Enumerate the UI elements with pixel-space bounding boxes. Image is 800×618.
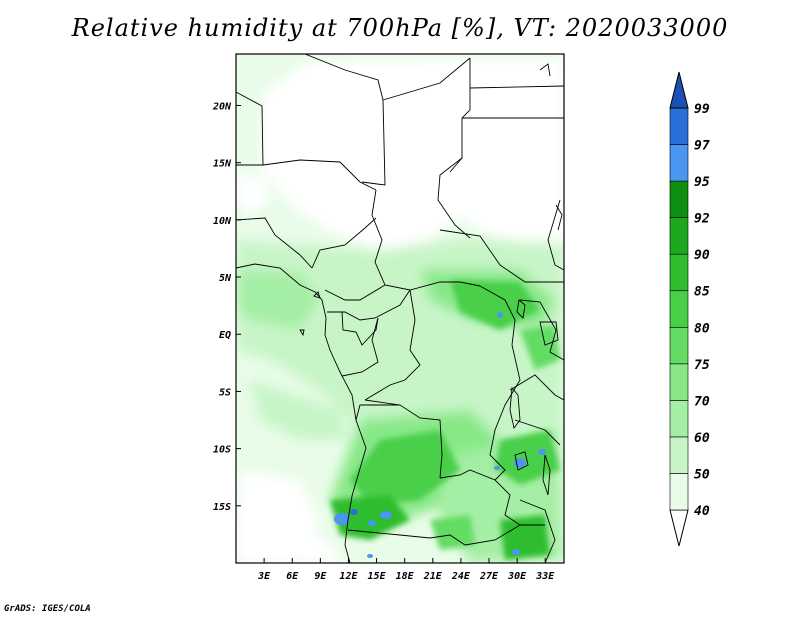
colorbar-label: 70	[694, 394, 710, 409]
colorbar-bin	[669, 436, 689, 474]
colorbar-label: 99	[694, 102, 710, 117]
lat-tick-label: 5S	[219, 387, 231, 398]
colorbar-label: 95	[694, 175, 710, 190]
credit-label: GrADS: IGES/COLA	[4, 604, 91, 614]
colorbar-bin	[669, 217, 689, 255]
latitude-ticks: 20N 15N 10N 5N EQ 5S 10S 15S	[212, 101, 241, 513]
lon-tick-label: 30E	[507, 571, 527, 582]
lat-tick-label: 5N	[219, 273, 232, 284]
colorbar-bin	[669, 144, 689, 182]
colorbar-label: 60	[694, 431, 710, 446]
lon-tick-label: 27E	[479, 571, 499, 582]
lat-tick-label: 20N	[212, 101, 232, 112]
colorbar-label: 80	[694, 321, 710, 336]
colorbar-bin	[669, 363, 689, 401]
colorbar-bin	[669, 107, 689, 145]
lon-tick-label: 15E	[368, 571, 387, 582]
lon-tick-label: 33E	[535, 571, 555, 582]
lat-tick-label: 15S	[213, 502, 231, 513]
colorbar-label: 90	[694, 248, 710, 263]
lon-tick-label: 6E	[286, 571, 299, 582]
country-borders	[236, 54, 564, 563]
colorbar-label: 85	[694, 285, 710, 300]
colorbar-lower-arrow	[669, 509, 689, 547]
colorbar-bin	[669, 400, 689, 438]
map-title: Relative humidity at 700hPa [%], VT: 202…	[71, 14, 729, 42]
map-frame	[235, 53, 565, 564]
colorbar-bin	[669, 180, 689, 218]
colorbar-label: 50	[694, 467, 710, 482]
lat-tick-label: 10S	[213, 445, 231, 456]
lat-tick-label: 15N	[213, 159, 232, 170]
colorbar-bin	[669, 253, 689, 292]
colorbar-label: 75	[694, 358, 710, 373]
lat-tick-label: EQ	[219, 330, 231, 341]
colorbar-upper-arrow	[669, 71, 689, 109]
colorbar: 40 50 60 70 75 80 85 90 92 95 97 99	[669, 71, 710, 547]
colorbar-label: 97	[694, 139, 710, 154]
colorbar-bin	[669, 326, 689, 365]
lat-tick-label: 10N	[213, 216, 232, 227]
lon-tick-label: 9E	[314, 571, 327, 582]
lon-tick-label: 24E	[451, 571, 471, 582]
lon-tick-label: 21E	[423, 571, 443, 582]
lon-tick-label: 12E	[339, 571, 358, 582]
colorbar-bin	[669, 473, 689, 511]
colorbar-label: 92	[694, 212, 710, 227]
colorbar-bin	[669, 290, 689, 328]
colorbar-label: 40	[694, 504, 710, 519]
humidity-field	[236, 54, 564, 563]
longitude-ticks: 3E 6E 9E 12E 15E 18E 21E 24E 27E 30E 33E	[257, 558, 555, 582]
lon-tick-label: 3E	[257, 571, 271, 582]
lon-tick-label: 18E	[396, 571, 415, 582]
